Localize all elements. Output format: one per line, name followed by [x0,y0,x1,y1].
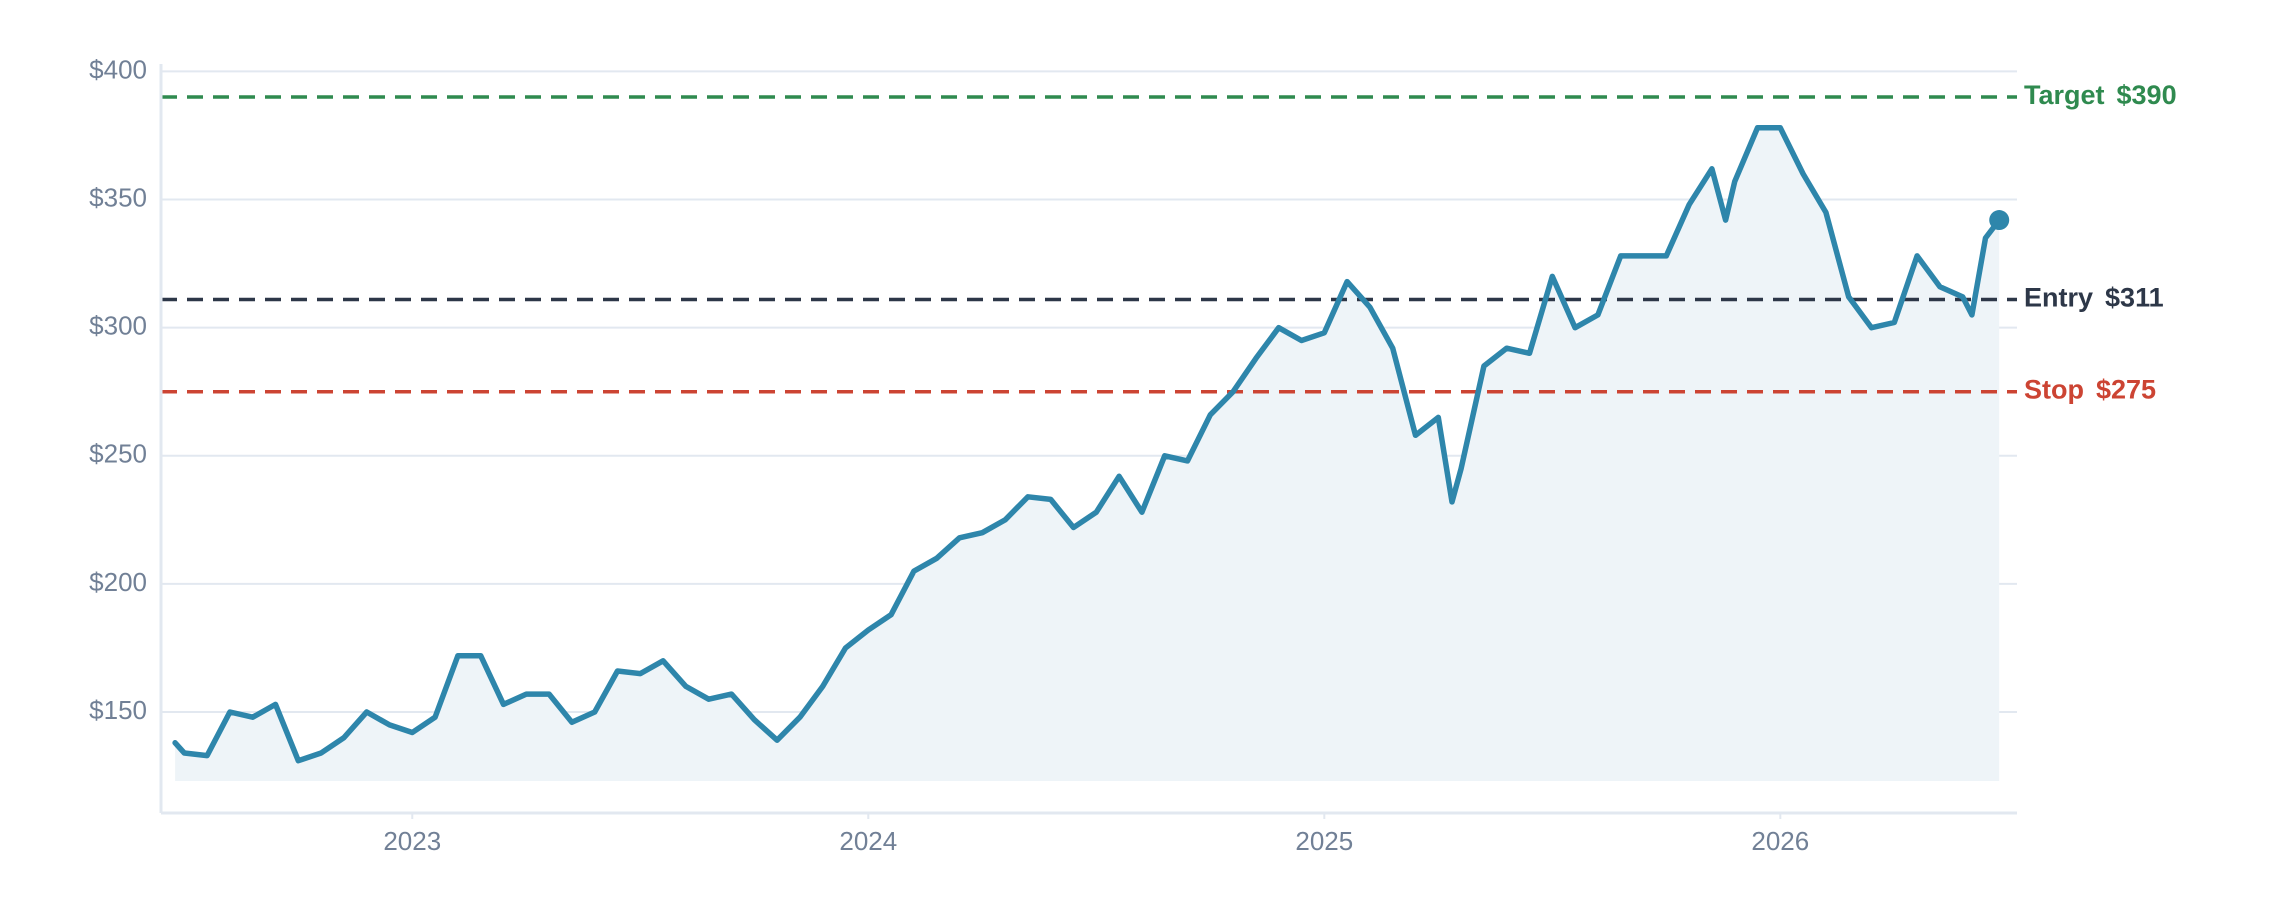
x-tick-label: 2026 [1751,826,1809,856]
y-tick-label: $300 [89,311,147,341]
reference-lines [161,95,2017,394]
reference-value: $311 [2105,283,2164,313]
reference-name: Entry [2024,283,2093,313]
x-tick-label: 2023 [383,826,441,856]
price-line [172,125,2002,764]
labels: $150 $200 $250 $300 $350 $400 2023 2024 2025 2026… [89,54,2176,856]
last-point [1989,210,2010,231]
reference-label: Target $390 [2024,80,2177,110]
y-tick-label: $200 [89,567,147,597]
x-tick-label: 2025 [1295,826,1353,856]
y-tick-label: $250 [89,439,147,469]
y-tick-label: $400 [89,54,147,84]
reference-value: $275 [2096,375,2156,405]
y-tick-label: $350 [89,182,147,212]
line-layer [172,125,2010,764]
area [175,127,2000,782]
x-tick-label: 2024 [839,826,897,856]
reference-label: Entry $311 [2024,283,2164,313]
reference-name: Stop [2024,375,2084,405]
area-layer [175,127,2000,782]
reference-label: Stop $275 [2024,375,2156,405]
y-tick-label: $150 [89,695,147,725]
reference-value: $390 [2117,80,2177,110]
reference-name: Target [2024,80,2105,110]
